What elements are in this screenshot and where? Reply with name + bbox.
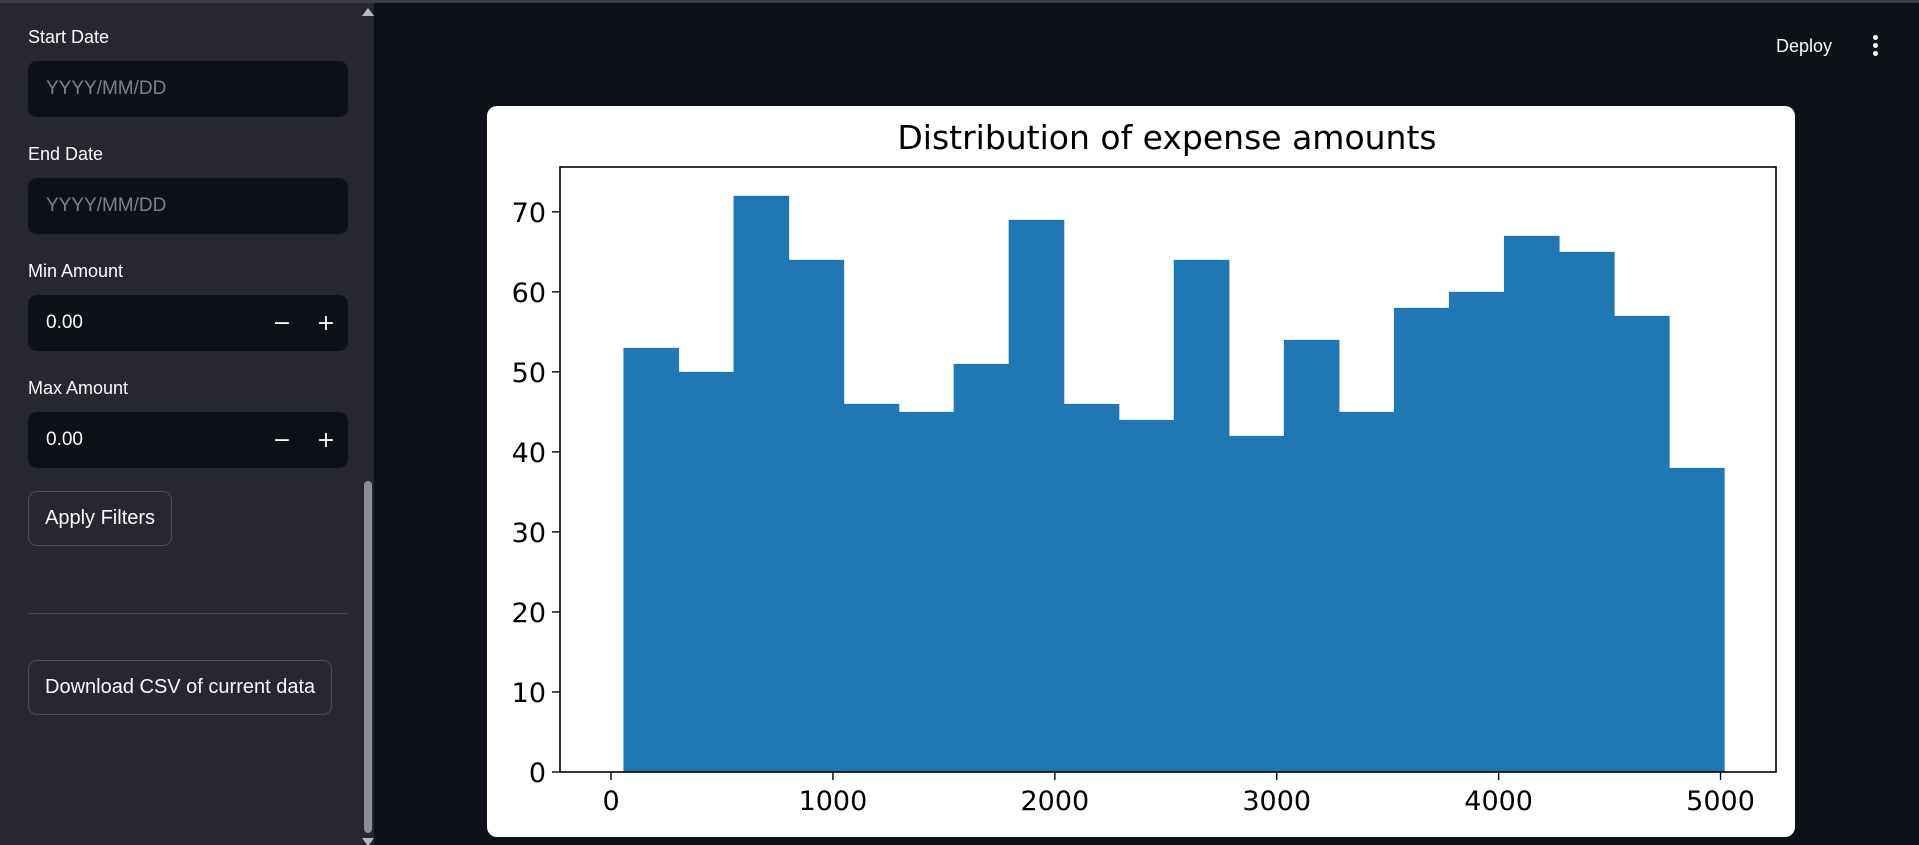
kebab-dot	[1873, 51, 1878, 56]
x-tick-label: 5000	[1686, 786, 1755, 817]
histogram-bar	[953, 363, 1010, 772]
histogram-bar	[623, 347, 680, 772]
y-tick-label: 50	[512, 358, 546, 389]
chart-card: Distribution of expense amounts 0 1000 200…	[487, 106, 1795, 837]
histogram-bar	[1063, 403, 1120, 772]
y-tick-label: 10	[512, 678, 546, 709]
end-date-label: End Date	[28, 144, 104, 164]
histogram-bar	[1338, 411, 1395, 772]
scroll-up-arrow-icon[interactable]	[362, 8, 374, 16]
sidebar-divider	[28, 613, 348, 614]
deploy-button[interactable]: Deploy	[1770, 30, 1838, 62]
histogram-bar	[1393, 307, 1450, 772]
y-tick-label: 70	[512, 198, 546, 229]
end-date-field	[28, 178, 348, 234]
y-axis-ticks: 0 10 20 30 40 50 60 70	[512, 198, 560, 789]
min-amount-input[interactable]	[28, 295, 258, 351]
bars-group	[623, 195, 1725, 773]
x-tick-label: 3000	[1242, 786, 1311, 817]
histogram-chart: Distribution of expense amounts 0 1000 200…	[512, 118, 1777, 817]
y-tick-label: 30	[512, 518, 546, 549]
histogram-bar	[1118, 419, 1175, 772]
min-amount-decrement-button[interactable]: −	[260, 295, 304, 351]
y-tick-label: 60	[512, 278, 546, 309]
sidebar: Start Date End Date Min Amount − + Max A…	[0, 3, 374, 845]
y-tick-label: 0	[529, 758, 546, 789]
scroll-down-arrow-icon[interactable]	[362, 838, 374, 845]
histogram-bar	[1173, 259, 1230, 772]
start-date-label: Start Date	[28, 27, 110, 47]
histogram-bar	[1558, 251, 1615, 772]
y-tick-label: 40	[512, 438, 546, 469]
histogram-bar	[843, 403, 900, 772]
histogram-bar	[898, 411, 955, 772]
x-tick-label: 2000	[1020, 786, 1089, 817]
x-axis-ticks: 0 1000 2000 3000 4000 5000	[602, 772, 1755, 817]
download-csv-button[interactable]: Download CSV of current data	[28, 660, 333, 715]
min-amount-increment-button[interactable]: +	[304, 295, 348, 351]
histogram-bar	[1283, 339, 1340, 772]
histogram-bar	[678, 371, 735, 772]
kebab-dot	[1873, 43, 1878, 48]
histogram-bar	[788, 259, 845, 772]
max-amount-label: Max Amount	[28, 378, 129, 398]
histogram-bar	[1669, 467, 1725, 772]
kebab-dot	[1873, 35, 1878, 40]
histogram-bar	[1503, 235, 1560, 772]
histogram-bar	[1228, 435, 1285, 772]
top-border	[0, 0, 1919, 3]
histogram-bar	[1008, 219, 1065, 773]
start-date-field	[28, 61, 348, 117]
max-amount-decrement-button[interactable]: −	[260, 412, 304, 468]
end-date-input[interactable]	[28, 178, 348, 234]
max-amount-input[interactable]	[28, 412, 258, 468]
histogram-bar	[733, 195, 790, 773]
max-amount-field: − +	[28, 412, 348, 468]
x-tick-label: 4000	[1464, 786, 1533, 817]
min-amount-field: − +	[28, 295, 348, 351]
sidebar-scrollbar-thumb[interactable]	[364, 481, 372, 833]
apply-filters-button[interactable]: Apply Filters	[28, 491, 173, 546]
x-tick-label: 0	[602, 786, 619, 817]
y-tick-label: 20	[512, 598, 546, 629]
min-amount-label: Min Amount	[28, 261, 124, 281]
plot-frame	[559, 166, 1777, 773]
x-tick-label: 1000	[799, 786, 868, 817]
start-date-input[interactable]	[28, 61, 348, 117]
histogram-bar	[1448, 291, 1505, 772]
histogram-bar	[1614, 315, 1670, 772]
chart-title: Distribution of expense amounts	[897, 118, 1436, 157]
kebab-menu-icon[interactable]	[1862, 30, 1890, 62]
max-amount-increment-button[interactable]: +	[304, 412, 348, 468]
